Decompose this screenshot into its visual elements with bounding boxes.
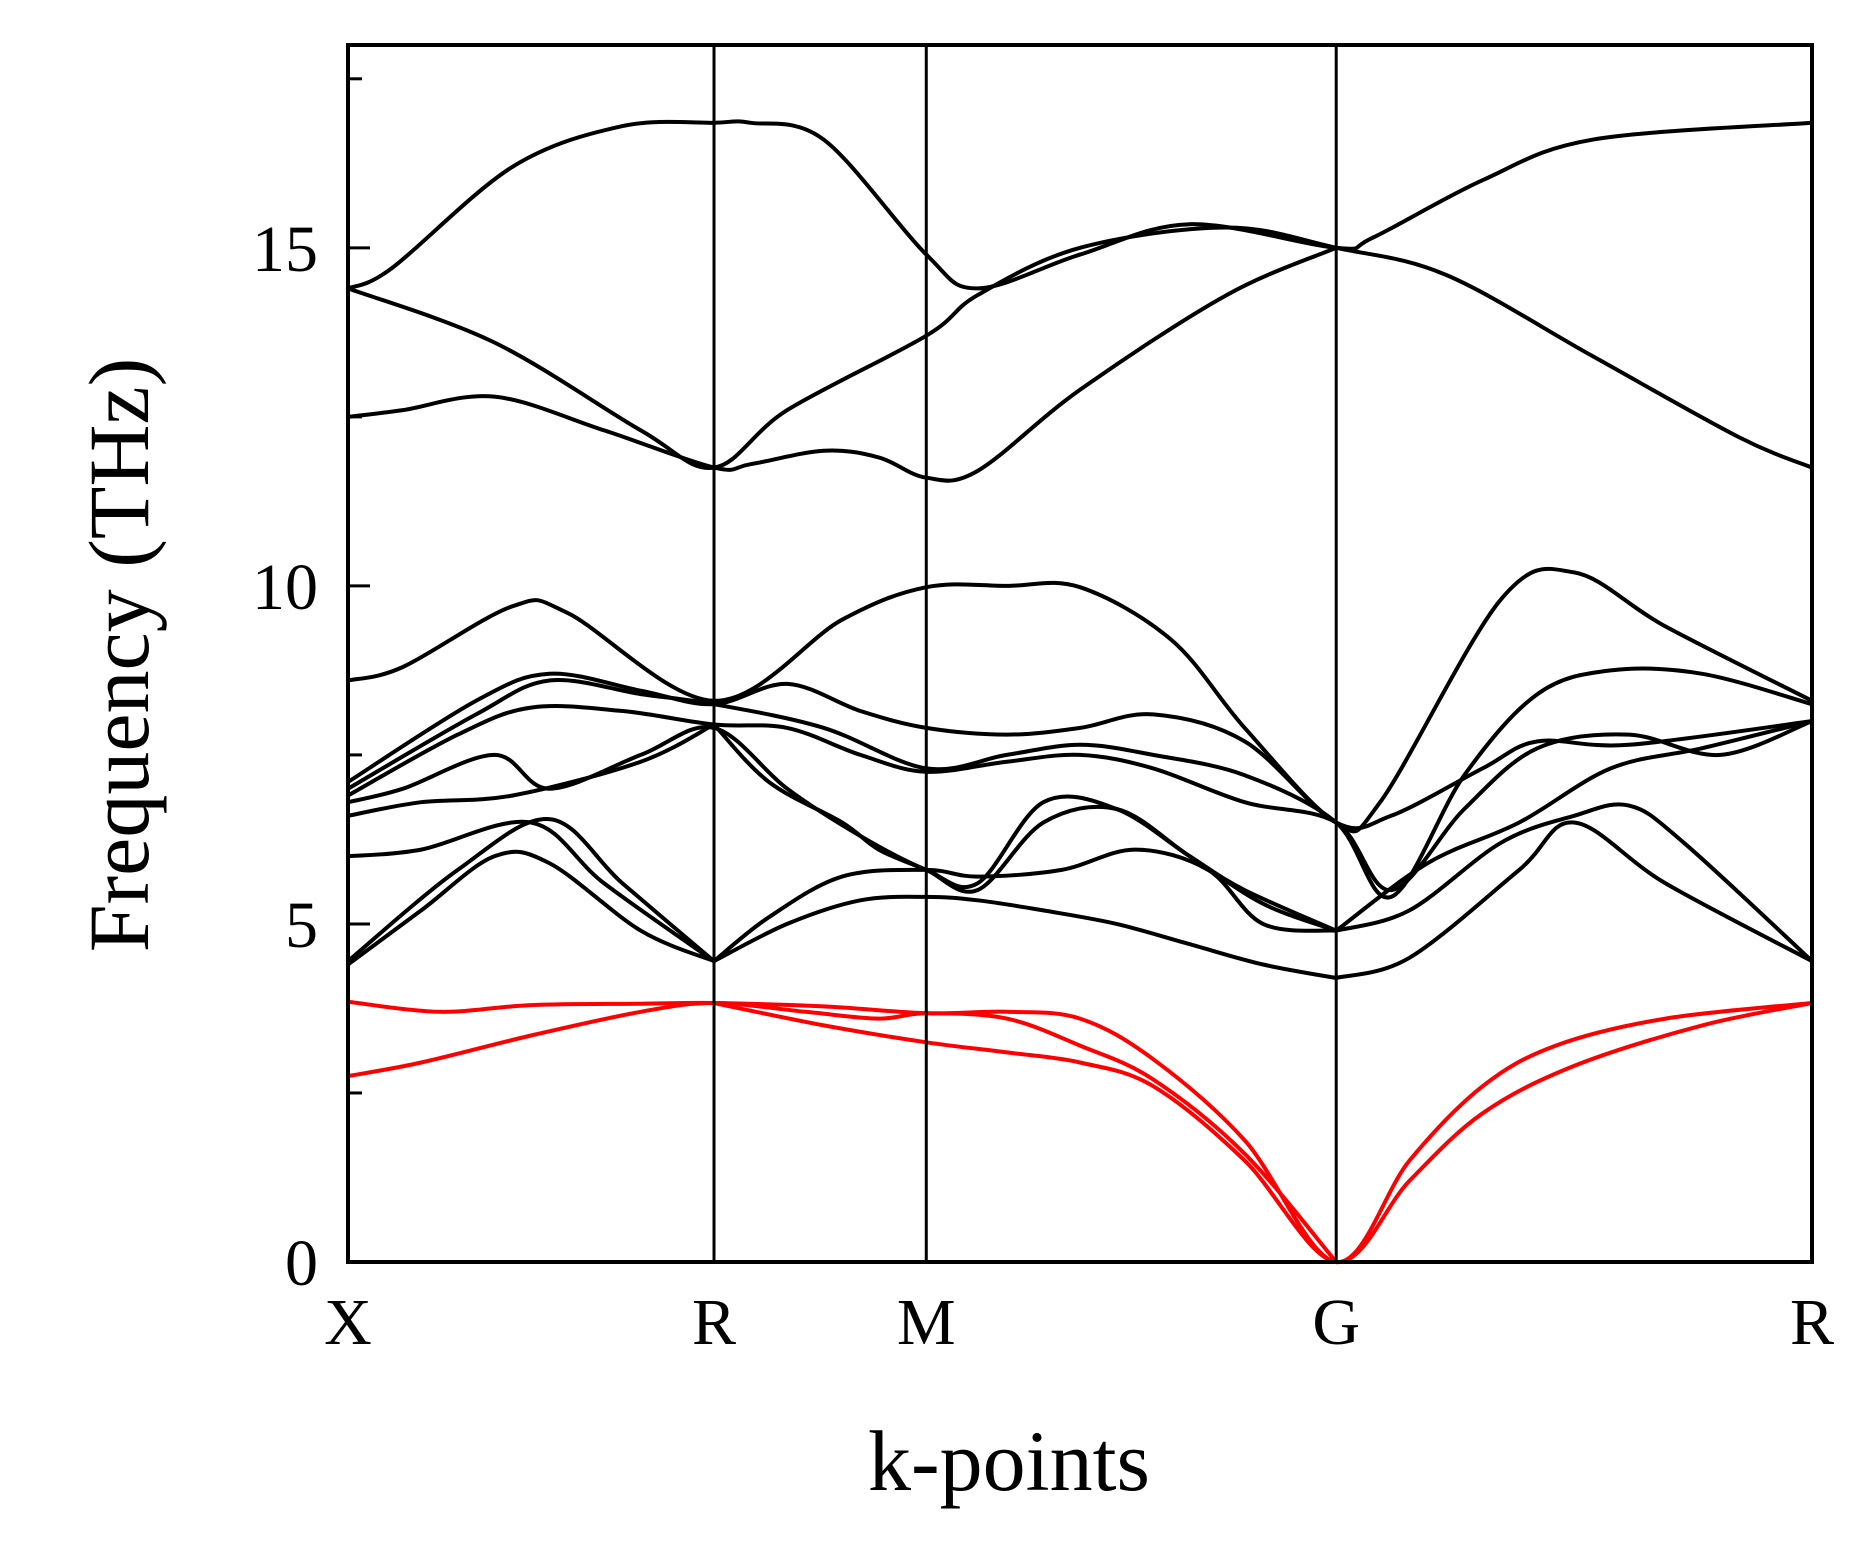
acoustic-branch-line <box>346 999 1814 1265</box>
optical-branch-line <box>346 566 1814 834</box>
acoustic-branch-line <box>712 1001 1814 1265</box>
frame-layer <box>346 43 1814 1264</box>
optical-branch-line <box>346 725 1339 933</box>
y-tick-label: 0 <box>285 1227 318 1300</box>
y-axis-title: Frequency (THz) <box>71 358 167 953</box>
optical-branch-line <box>1334 802 1814 964</box>
optical-branch-line <box>346 671 1814 831</box>
optical-branch-line <box>1334 719 1814 933</box>
x-tick-label: M <box>897 1286 956 1359</box>
optical-branch-line <box>346 817 716 964</box>
acoustic-branch-line <box>346 1001 1339 1264</box>
tick-layer: 0 5 10 15 X R M G R <box>252 77 1834 1359</box>
x-tick-label: X <box>324 1286 372 1359</box>
y-tick-label: 10 <box>252 551 318 624</box>
optical-branch-line <box>346 704 1814 893</box>
optical-branch-line <box>712 847 1339 964</box>
optical-branch-line <box>346 245 1339 483</box>
optical-branch-line <box>346 225 1814 470</box>
optical-branch-line <box>346 666 1814 900</box>
optical-branch-line <box>346 119 1814 291</box>
optical-branch-line <box>1334 820 1814 980</box>
optical-branch-line <box>346 849 716 967</box>
plot-frame <box>346 43 1814 1264</box>
x-tick-label: G <box>1312 1286 1360 1359</box>
x-tick-label: R <box>692 1286 736 1359</box>
optical-branch-line <box>712 722 1339 933</box>
y-tick-label: 5 <box>285 889 318 962</box>
optical-branch-line <box>346 722 716 818</box>
x-tick-label: R <box>1790 1286 1834 1359</box>
optical-branch-line <box>346 819 716 964</box>
series-layer <box>346 119 1814 1265</box>
y-tick-label: 15 <box>252 213 318 286</box>
x-axis-title: k-points <box>868 1413 1150 1509</box>
optical-branch-line <box>712 894 1339 980</box>
